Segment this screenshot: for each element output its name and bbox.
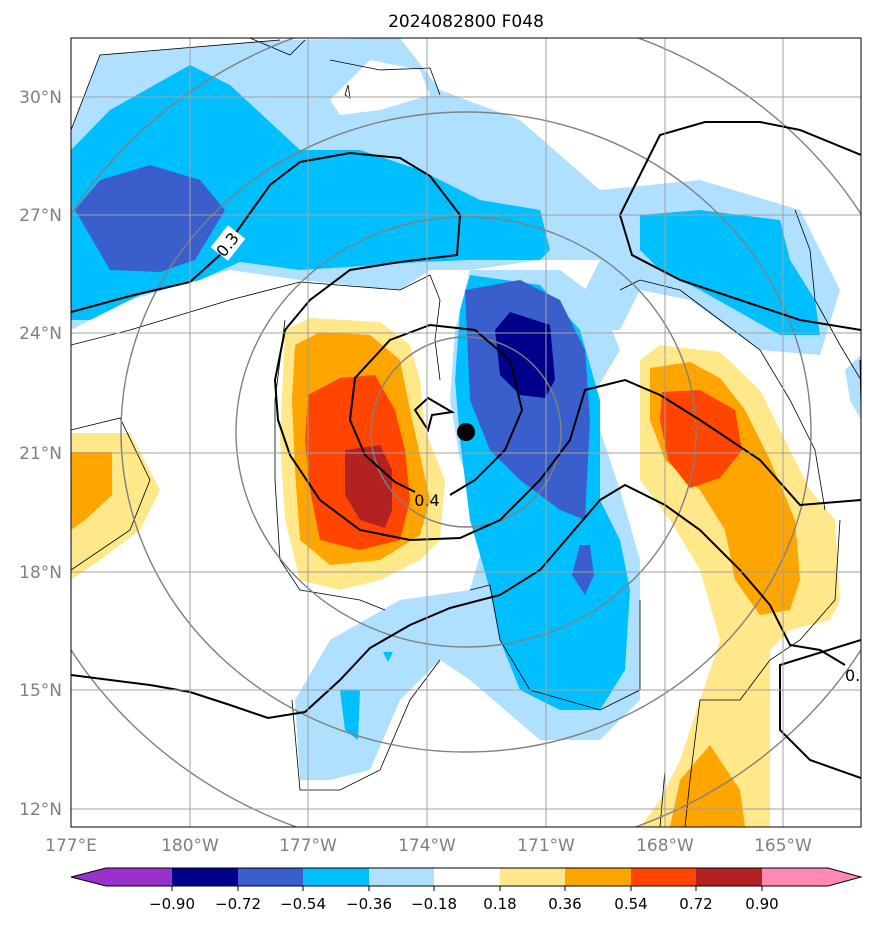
y-tick-label: 18°N bbox=[19, 563, 62, 583]
colorbar-label: 0.54 bbox=[614, 895, 647, 913]
x-tick-label: 171°W bbox=[517, 836, 575, 856]
colorbar-segment bbox=[565, 868, 631, 886]
colorbar-label: 0.18 bbox=[483, 895, 516, 913]
bold-contours bbox=[71, 121, 861, 779]
colorbar-label: −0.54 bbox=[280, 895, 326, 913]
x-tick-label: 180°W bbox=[161, 836, 219, 856]
y-tick-label: 21°N bbox=[19, 444, 62, 464]
colorbar-segment bbox=[369, 868, 434, 886]
grid-lines bbox=[71, 38, 861, 827]
colorbar-label: −0.18 bbox=[411, 895, 457, 913]
colorbar-segment bbox=[238, 868, 303, 886]
colorbar-segment bbox=[172, 868, 238, 886]
y-tick-label: 15°N bbox=[19, 681, 62, 701]
y-tick-label: 27°N bbox=[19, 206, 62, 226]
colorbar-segment bbox=[631, 868, 696, 886]
colorbar-label: −0.90 bbox=[149, 895, 195, 913]
colorbar-segment bbox=[106, 868, 172, 886]
x-tick-label: 177°E bbox=[45, 836, 97, 856]
colorbar-label: −0.36 bbox=[346, 895, 392, 913]
colorbar-label: 0.72 bbox=[679, 895, 712, 913]
y-tick-label: 24°N bbox=[19, 324, 62, 344]
x-tick-label: 168°W bbox=[636, 836, 694, 856]
y-tick-label: 12°N bbox=[19, 800, 62, 820]
y-tick-label: 30°N bbox=[19, 88, 62, 108]
plot-frame bbox=[70, 37, 862, 828]
colorbar-segment bbox=[434, 868, 500, 886]
colorbar-segment bbox=[696, 868, 762, 886]
colorbar-label: 0.36 bbox=[548, 895, 581, 913]
x-tick-label: 177°W bbox=[279, 836, 337, 856]
colorbar-segment bbox=[303, 868, 369, 886]
colorbar-arrow-low bbox=[71, 868, 106, 886]
colorbar-segment bbox=[500, 868, 565, 886]
colorbar-label: −0.72 bbox=[215, 895, 261, 913]
x-tick-label: 174°W bbox=[398, 836, 456, 856]
colorbar-arrow-high bbox=[828, 868, 861, 886]
axis-labels: 177°E 180°W 177°W 174°W 171°W 168°W 165°… bbox=[19, 88, 812, 856]
storm-center-marker bbox=[457, 423, 475, 441]
colorbar: −0.90 −0.72 −0.54 −0.36 −0.18 0.18 0.36 … bbox=[70, 867, 863, 913]
x-tick-label: 165°W bbox=[754, 836, 812, 856]
colorbar-segment bbox=[762, 868, 828, 886]
map-title: 2024082800 F048 bbox=[388, 12, 544, 32]
shading-dark-red bbox=[345, 445, 392, 528]
contour-label-0: 0. bbox=[845, 666, 860, 685]
colorbar-label: 0.90 bbox=[745, 895, 778, 913]
